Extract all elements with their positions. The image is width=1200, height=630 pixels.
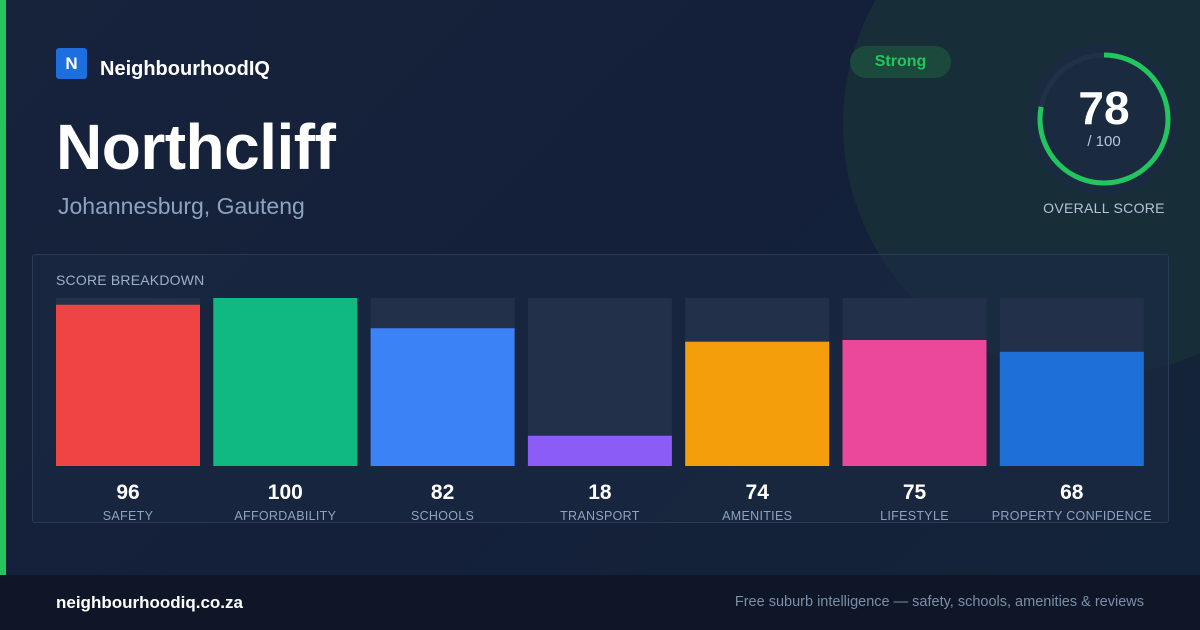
overall-score-max: / 100 bbox=[1087, 133, 1121, 150]
footer-tagline: Free suburb intelligence — safety, schoo… bbox=[734, 594, 1144, 610]
overall-score-gauge bbox=[1028, 43, 1180, 195]
gauge-progress-arc bbox=[1037, 52, 1171, 186]
suburb-title: Northcliff bbox=[56, 111, 336, 183]
score-breakdown-panel bbox=[32, 254, 1169, 523]
accent-bar bbox=[0, 0, 6, 575]
gauge-backdrop bbox=[1028, 43, 1180, 195]
suburb-location: Johannesburg, Gauteng bbox=[58, 193, 305, 219]
footer-url-link[interactable]: neighbourhoodiq.co.za bbox=[56, 593, 243, 612]
brand: N NeighbourhoodIQ bbox=[56, 46, 270, 81]
brand-name: NeighbourhoodIQ bbox=[100, 58, 270, 80]
breakdown-title: SCORE BREAKDOWN bbox=[56, 272, 205, 288]
brand-logo-icon: N bbox=[56, 48, 87, 79]
overall-score-label: OVERALL SCORE bbox=[1043, 200, 1165, 216]
rating-badge: Strong bbox=[850, 46, 951, 78]
overall-score-value: 78 bbox=[1078, 82, 1130, 134]
footer bbox=[0, 575, 1200, 630]
